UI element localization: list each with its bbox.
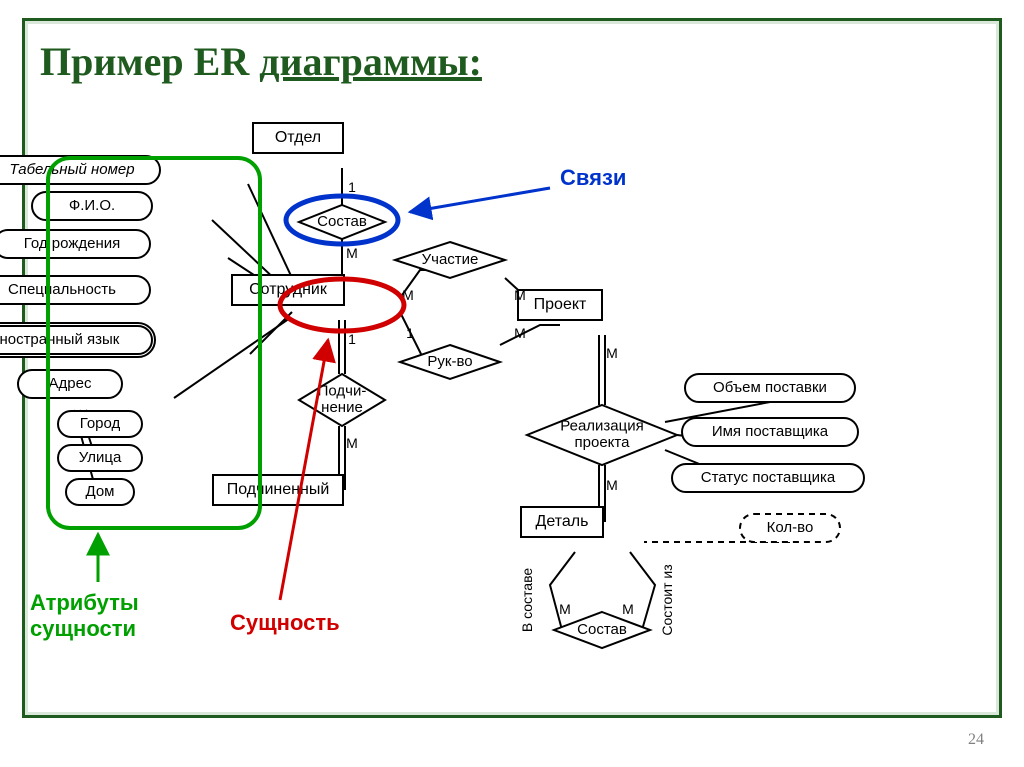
- cardinality: 1: [348, 331, 356, 347]
- svg-text:Отдел: Отдел: [275, 129, 321, 146]
- cardinality: М: [622, 601, 634, 617]
- svg-text:Иностранный язык: Иностранный язык: [0, 331, 120, 348]
- slide: Пример ER диаграммы: ОтделСотрудникПроек…: [0, 0, 1024, 767]
- callout-relations: Связи: [560, 165, 626, 191]
- svg-text:Деталь: Деталь: [536, 513, 589, 530]
- svg-text:Статус поставщика: Статус поставщика: [701, 469, 836, 486]
- svg-text:Ф.И.О.: Ф.И.О.: [69, 197, 115, 214]
- page-number: 24: [968, 731, 984, 749]
- svg-text:Объем поставки: Объем поставки: [713, 379, 827, 396]
- callout-attributes-l1: Атрибуты: [30, 590, 139, 615]
- cardinality: М: [559, 601, 571, 617]
- svg-text:Состав: Состав: [577, 621, 627, 638]
- svg-text:Рук-во: Рук-во: [427, 353, 472, 370]
- callout-arrow: [410, 188, 550, 212]
- cardinality: М: [514, 287, 526, 303]
- svg-text:Подчи-: Подчи-: [318, 383, 367, 400]
- svg-text:Адрес: Адрес: [49, 375, 92, 392]
- svg-text:Год рождения: Год рождения: [24, 235, 120, 252]
- svg-text:Дом: Дом: [86, 483, 115, 500]
- er-diagram: ОтделСотрудникПроектПодчиненныйДетальСос…: [0, 0, 1024, 767]
- svg-text:Участие: Участие: [422, 251, 479, 268]
- cardinality: М: [606, 477, 618, 493]
- callout-arrow: [280, 340, 328, 600]
- cardinality: М: [346, 435, 358, 451]
- cardinality: М: [346, 245, 358, 261]
- svg-text:Специальность: Специальность: [8, 281, 116, 298]
- svg-text:Проект: Проект: [534, 296, 587, 313]
- svg-text:Город: Город: [80, 415, 121, 432]
- cardinality: 1: [348, 179, 356, 195]
- cardinality: М: [514, 325, 526, 341]
- svg-text:Реализация: Реализация: [560, 418, 643, 435]
- cardinality: 1: [406, 325, 414, 341]
- svg-text:Улица: Улица: [79, 449, 122, 466]
- svg-text:нение: нение: [321, 399, 363, 416]
- callout-attributes: Атрибуты сущности: [30, 590, 139, 642]
- svg-text:проекта: проекта: [575, 434, 631, 451]
- svg-text:Имя поставщика: Имя поставщика: [712, 423, 829, 440]
- svg-text:Табельный номер: Табельный номер: [9, 161, 134, 178]
- svg-text:Подчиненный: Подчиненный: [227, 481, 330, 498]
- callout-attributes-l2: сущности: [30, 616, 136, 641]
- callout-entity: Сущность: [230, 610, 340, 636]
- cardinality: М: [606, 345, 618, 361]
- svg-text:Кол-во: Кол-во: [767, 519, 814, 536]
- side-label: Состоит из: [659, 564, 675, 635]
- svg-text:Состав: Состав: [317, 213, 367, 230]
- side-label: В составе: [519, 568, 535, 632]
